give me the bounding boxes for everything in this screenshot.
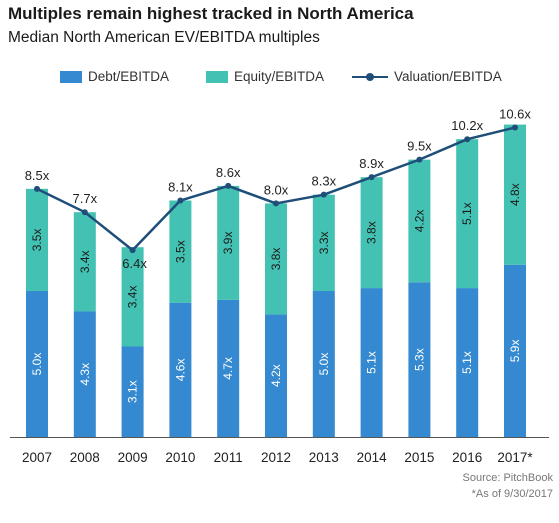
bar-debt-2007 [26, 291, 48, 437]
label-debt-2010: 4.6x [173, 359, 187, 382]
footnote-text: *As of 9/30/2017 [471, 488, 553, 500]
label-debt-2008: 4.3x [78, 363, 92, 386]
x-tick-label-2015: 2015 [404, 450, 434, 465]
label-equity-2015: 4.2x [412, 210, 426, 233]
label-equity-2007: 3.5x [30, 229, 44, 252]
chart-title: Multiples remain highest tracked in Nort… [8, 4, 414, 23]
x-tick-label-2011: 2011 [214, 450, 243, 465]
x-tick-label-2008: 2008 [70, 450, 100, 465]
chart-subtitle: Median North American EV/EBITDA multiple… [8, 29, 320, 46]
label-equity-2013: 3.3x [317, 232, 331, 255]
label-debt-2013: 5.0x [317, 353, 331, 376]
valuation-label-2017*: 10.6x [499, 107, 531, 122]
valuation-label-2016: 10.2x [451, 118, 483, 133]
x-tick-label-2012: 2012 [261, 450, 291, 465]
bar-equity-2017* [504, 124, 526, 265]
valuation-point-2011 [225, 182, 232, 189]
legend-label-valuation: Valuation/EBITDA [394, 69, 502, 84]
bar-debt-2013 [312, 291, 335, 437]
bar-equity-2013 [312, 194, 335, 292]
label-equity-2010: 3.5x [173, 240, 187, 263]
label-equity-2008: 3.4x [78, 250, 92, 273]
valuation-label-2009: 6.4x [122, 256, 147, 271]
valuation-label-2015: 9.5x [407, 139, 432, 154]
valuation-label-2008: 7.7x [73, 191, 98, 206]
valuation-label-2011: 8.6x [216, 165, 241, 180]
legend-item-valuation: Valuation/EBITDA [352, 69, 502, 84]
valuation-point-2016 [464, 136, 471, 143]
bar-debt-2015 [408, 282, 431, 437]
bar-equity-2007 [26, 188, 48, 292]
legend-swatch-equity [206, 70, 228, 83]
bar-debt-2017* [504, 264, 526, 437]
label-debt-2016: 5.1x [460, 351, 474, 374]
label-debt-2011: 4.7x [221, 357, 235, 380]
legend: Debt/EBITDA Equity/EBITDA Valuation/EBIT… [0, 69, 559, 91]
label-debt-2012: 4.2x [269, 364, 283, 387]
valuation-point-2008 [81, 209, 88, 216]
label-debt-2017*: 5.9x [508, 340, 522, 363]
label-debt-2007: 5.0x [30, 353, 44, 376]
label-equity-2014: 3.8x [365, 221, 379, 244]
x-tick-label-2007: 2007 [22, 450, 52, 465]
legend-item-equity: Equity/EBITDA [206, 69, 324, 84]
bar-equity-2009 [121, 247, 144, 347]
legend-swatch-debt [60, 70, 82, 83]
valuation-point-2012 [273, 200, 279, 207]
valuation-point-2014 [368, 174, 375, 181]
valuation-label-2010: 8.1x [168, 180, 193, 195]
x-tick-label-2016: 2016 [452, 450, 482, 465]
bar-equity-2014 [360, 177, 383, 289]
bar-equity-2010 [169, 200, 192, 303]
label-debt-2009: 3.1x [126, 380, 140, 403]
x-tick-label-2014: 2014 [357, 450, 388, 465]
legend-item-debt: Debt/EBITDA [60, 69, 169, 84]
label-debt-2015: 5.3x [412, 348, 426, 371]
bar-equity-2016 [456, 139, 479, 289]
label-debt-2014: 5.1x [365, 351, 379, 374]
legend-label-equity: Equity/EBITDA [234, 69, 325, 84]
label-equity-2012: 3.8x [269, 248, 283, 271]
bar-debt-2010 [169, 302, 192, 437]
bar-debt-2011 [217, 299, 240, 437]
valuation-label-2012: 8.0x [264, 182, 289, 197]
valuation-point-2009 [129, 247, 136, 254]
bar-equity-2015 [408, 159, 431, 283]
source-note: Source: PitchBook *As of 9/30/2017 [463, 470, 554, 502]
label-equity-2009: 3.4x [126, 286, 140, 309]
bar-debt-2016 [456, 288, 479, 437]
valuation-label-2013: 8.3x [312, 174, 337, 189]
label-equity-2017*: 4.8x [508, 183, 522, 206]
bar-equity-2011 [217, 185, 240, 300]
valuation-label-2007: 8.5x [25, 168, 50, 183]
bar-debt-2014 [360, 288, 383, 437]
legend-swatch-valuation [352, 71, 388, 83]
x-tick-label-2009: 2009 [118, 450, 148, 465]
legend-label-debt: Debt/EBITDA [88, 69, 170, 84]
valuation-point-2010 [177, 197, 184, 204]
bar-debt-2008 [73, 311, 96, 437]
source-text: Source: PitchBook [462, 472, 554, 484]
bar-equity-2008 [73, 212, 96, 312]
valuation-point-2007 [34, 185, 40, 192]
valuation-label-2014: 8.9x [359, 156, 384, 171]
x-tick-label-2013: 2013 [309, 450, 339, 465]
bar-debt-2012 [265, 314, 287, 437]
bar-equity-2012 [265, 203, 287, 315]
valuation-point-2015 [416, 156, 423, 163]
bar-debt-2009 [121, 346, 144, 437]
valuation-point-2017* [512, 124, 518, 131]
x-tick-label-2017*: 2017* [497, 450, 533, 465]
valuation-point-2013 [320, 191, 327, 198]
label-equity-2016: 5.1x [460, 202, 474, 225]
label-equity-2011: 3.9x [221, 232, 235, 255]
x-tick-label-2010: 2010 [165, 450, 195, 465]
